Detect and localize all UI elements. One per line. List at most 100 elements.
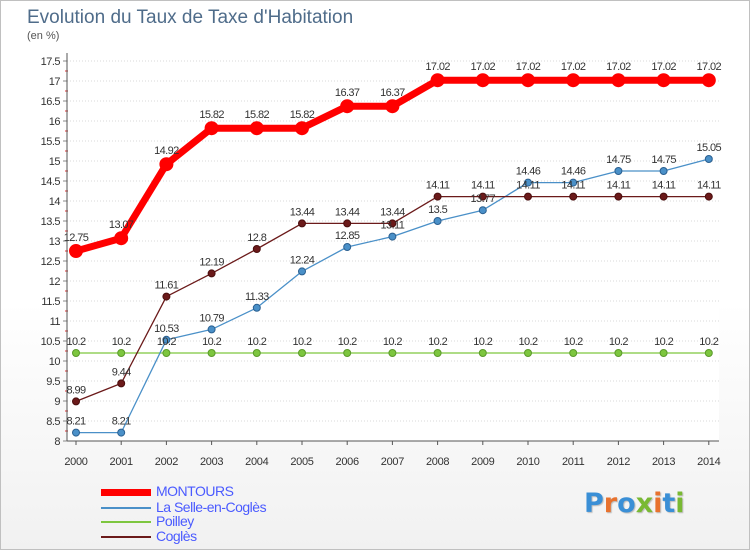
data-point-la-selle-en-cogles: [117, 428, 126, 437]
data-point-poilley: [614, 349, 623, 357]
data-point-montours: [475, 73, 490, 88]
data-point-la-selle-en-cogles: [478, 206, 487, 215]
data-point-la-selle-en-cogles: [162, 335, 171, 344]
data-label-cogles: 14.11: [471, 180, 495, 192]
data-label-cogles: 13.44: [290, 206, 315, 218]
data-label-montours: 17.02: [651, 61, 676, 73]
data-point-poilley: [162, 349, 171, 357]
data-point-la-selle-en-cogles: [569, 178, 578, 187]
data-point-poilley: [704, 349, 713, 357]
data-point-cogles: [207, 269, 216, 278]
data-label-cogles: 13.44: [380, 206, 405, 218]
data-point-montours: [295, 121, 309, 136]
chart-title: Evolution du Taux de Taxe d'Habitation: [27, 7, 354, 28]
data-point-montours: [159, 157, 174, 172]
data-label-montours: 15.82: [245, 109, 270, 121]
data-label-la-selle-en-cogles: 15.05: [697, 142, 722, 154]
y-tick-label: 8.5: [46, 416, 60, 428]
x-tick-label: 2011: [562, 456, 585, 468]
data-point-la-selle-en-cogles: [298, 267, 306, 276]
y-tick-label: 16: [49, 116, 61, 128]
data-label-la-selle-en-cogles: 14.75: [651, 154, 676, 166]
data-point-poilley: [207, 349, 216, 357]
data-point-poilley: [569, 349, 578, 357]
data-point-montours: [430, 73, 445, 88]
y-tick-label: 8: [54, 436, 60, 448]
y-tick-label: 11.5: [41, 296, 60, 308]
y-tick-label: 14.5: [41, 176, 61, 188]
data-label-cogles: 14.11: [607, 180, 631, 192]
logo-letter: t: [662, 488, 676, 519]
data-label-poilley: 10.2: [473, 336, 492, 348]
data-label-poilley: 10.2: [202, 336, 221, 348]
legend-label: MONTOURS: [156, 483, 234, 499]
data-point-la-selle-en-cogles: [524, 178, 532, 187]
data-label-montours: 17.02: [697, 61, 722, 73]
data-point-montours: [611, 73, 626, 88]
legend-swatch: [101, 489, 151, 496]
unit-label: (en %): [27, 30, 60, 42]
x-tick-label: 2002: [155, 456, 178, 468]
data-label-la-selle-en-cogles: 14.75: [606, 154, 631, 166]
x-tick-label: 2003: [200, 456, 223, 468]
data-point-montours: [566, 73, 581, 88]
legend-label: Coglès: [156, 528, 197, 544]
data-point-cogles: [614, 192, 623, 201]
y-tick-label: 9.5: [46, 376, 60, 388]
x-tick-label: 2006: [336, 456, 359, 468]
data-label-cogles: 12.8: [247, 232, 266, 244]
data-label-montours: 17.02: [425, 61, 450, 73]
data-label-poilley: 10.2: [383, 336, 402, 348]
data-label-montours: 16.37: [380, 87, 405, 99]
x-tick-label: 2010: [516, 456, 539, 468]
data-label-cogles: 14.11: [697, 180, 721, 192]
y-tick-label: 17.5: [41, 56, 61, 68]
data-point-cogles: [659, 192, 668, 201]
data-point-cogles: [298, 219, 306, 228]
data-point-poilley: [117, 349, 126, 357]
y-tick-label: 9: [54, 396, 60, 408]
y-tick-label: 13: [49, 236, 61, 248]
data-label-poilley: 10.2: [292, 336, 311, 348]
data-point-cogles: [72, 397, 80, 406]
data-label-poilley: 10.2: [699, 336, 718, 348]
data-point-montours: [521, 73, 535, 88]
data-label-la-selle-en-cogles: 13.11: [381, 220, 405, 232]
data-label-poilley: 10.2: [609, 336, 628, 348]
y-tick-label: 11: [50, 316, 61, 328]
data-point-la-selle-en-cogles: [252, 303, 261, 312]
legend-label: La Selle-en-Coglès: [156, 499, 267, 515]
x-tick-label: 2012: [607, 456, 630, 468]
data-label-cogles: 14.11: [561, 180, 585, 192]
x-tick-label: 2014: [697, 456, 720, 468]
data-label-cogles: 8.99: [66, 384, 85, 396]
data-point-montours: [340, 99, 355, 114]
data-label-la-selle-en-cogles: 12.85: [335, 230, 360, 242]
data-label-cogles: 12.19: [199, 256, 224, 268]
data-point-la-selle-en-cogles: [433, 217, 442, 225]
data-point-cogles: [433, 192, 442, 201]
data-label-cogles: 13.44: [335, 206, 360, 218]
legend-swatch: [101, 536, 151, 538]
data-label-montours: 15.82: [290, 109, 315, 121]
data-point-la-selle-en-cogles: [343, 243, 352, 251]
legend-swatch: [101, 521, 151, 523]
data-point-poilley: [252, 349, 261, 357]
data-point-montours: [701, 73, 716, 88]
data-label-la-selle-en-cogles: 12.24: [290, 254, 315, 266]
data-label-poilley: 10.2: [66, 336, 85, 348]
data-label-poilley: 10.2: [654, 336, 673, 348]
data-point-cogles: [478, 192, 487, 201]
data-label-cogles: 11.61: [155, 280, 179, 292]
data-point-poilley: [524, 349, 532, 357]
data-label-montours: 17.02: [561, 61, 586, 73]
data-label-poilley: 10.2: [112, 336, 131, 348]
data-label-montours: 12.75: [64, 232, 89, 244]
data-label-la-selle-en-cogles: 13.77: [471, 193, 496, 205]
data-label-montours: 15.82: [199, 109, 224, 121]
data-point-montours: [114, 231, 129, 246]
logo-letter: o: [617, 488, 636, 519]
data-point-poilley: [478, 349, 487, 357]
